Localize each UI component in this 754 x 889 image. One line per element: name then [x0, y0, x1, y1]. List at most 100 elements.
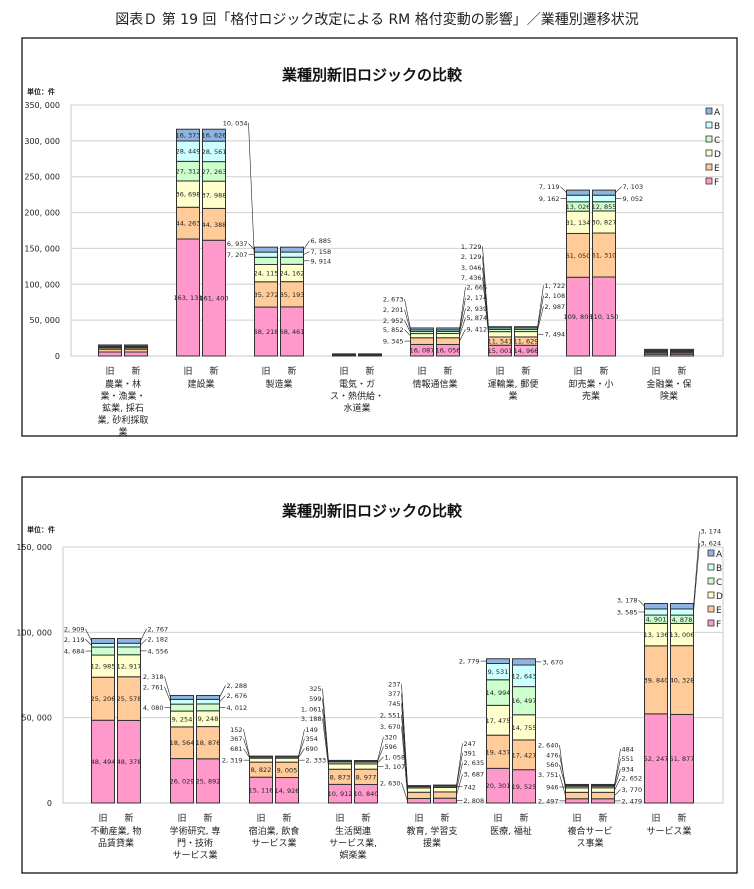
data-label-E: 8, 977: [356, 773, 377, 781]
bar-segment-D: [436, 333, 460, 339]
bar-segment-B: [566, 194, 590, 203]
data-label-B: 2, 108: [545, 292, 566, 300]
bar-segment-D: [328, 763, 352, 770]
leader-line: [401, 715, 408, 791]
category-label: 製造業: [265, 378, 292, 390]
leader-line: [248, 122, 255, 261]
page-title: 図表Ｄ 第 19 回「格付ロジック改定による RM 格付変動の影響」／業種別遷移…: [115, 11, 638, 28]
legend-swatch-E: [705, 163, 713, 171]
data-label-E: 44, 388: [202, 221, 227, 229]
data-label-C: 4, 080: [143, 704, 164, 712]
category-label: 険業: [660, 390, 678, 402]
bar-segment-D: [249, 757, 273, 763]
category-label: 門・技術: [177, 837, 213, 849]
category-label: 不動産業, 物: [91, 825, 142, 837]
leader-line: [456, 743, 463, 786]
data-label-C: 9, 914: [311, 257, 332, 265]
data-label-E: 35, 193: [280, 291, 305, 299]
bar-segment-A: [280, 246, 304, 253]
bar-segment-B: [196, 698, 220, 705]
bar-segment-D: [591, 787, 615, 793]
data-label-F: 14, 926: [275, 787, 300, 795]
data-label-E: 40, 328: [670, 677, 695, 685]
data-label-D: 30, 827: [592, 218, 617, 226]
data-label-E: 39, 840: [644, 676, 669, 684]
data-label-D: 3, 188: [301, 715, 322, 723]
leader-line: [693, 531, 700, 607]
bar-segment-A: [565, 783, 589, 786]
new-logic-label: 新: [677, 365, 686, 377]
leader-line: [164, 676, 171, 698]
leader-line: [404, 309, 411, 331]
leader-line: [693, 542, 700, 613]
data-label-F: 109, 806: [564, 313, 593, 321]
data-label-A: 6, 937: [227, 240, 248, 248]
bar-segment-D: [488, 331, 512, 338]
bar-segment-B: [670, 608, 694, 616]
y-tick-label: 50, 000: [29, 316, 60, 325]
data-label-C: 4, 684: [64, 648, 85, 656]
leader-line: [404, 329, 411, 336]
new-logic-label: 新: [440, 812, 449, 824]
category-label: 品賃貸業: [98, 837, 134, 849]
category-label: ス・熱供給・: [330, 390, 384, 402]
data-label-C: 27, 263: [202, 168, 227, 176]
bar-segment-F: [565, 798, 589, 804]
data-label-E: 61, 310: [592, 252, 617, 260]
new-logic-label: 新: [443, 365, 452, 377]
legend-swatch-B: [707, 563, 715, 571]
leader-line: [404, 298, 411, 329]
data-label-A: 7, 103: [623, 183, 644, 191]
bar-segment-C: [196, 703, 220, 712]
leader-line: [614, 789, 621, 796]
data-label-E: 3, 770: [622, 786, 643, 794]
data-label-C: 2, 987: [545, 303, 566, 311]
chart-frame: [21, 37, 738, 437]
leader-line: [614, 748, 621, 785]
legend-label-B: B: [716, 564, 722, 574]
bar-segment-A: [644, 603, 668, 610]
data-label-E: 25, 578: [117, 695, 142, 703]
category-label: 生活関連: [335, 825, 371, 837]
data-label-F: 2, 497: [538, 797, 559, 805]
legend-label-A: A: [716, 550, 723, 560]
leader-line: [401, 683, 408, 786]
data-label-B: 2, 676: [227, 692, 248, 700]
bar-segment-A: [249, 755, 273, 758]
old-logic-label: 旧: [651, 366, 660, 377]
leader-line: [459, 297, 466, 331]
data-label-D: 9, 254: [172, 715, 193, 723]
legend-label-C: C: [714, 136, 720, 146]
data-label-E: 11, 629: [514, 338, 539, 346]
data-label-F: 16, 087: [410, 347, 435, 355]
data-label-D: 5, 874: [467, 314, 488, 322]
data-label-A: 2, 318: [143, 673, 164, 681]
category-label: 運輸業, 郵便: [488, 378, 539, 390]
bar-segment-B: [254, 251, 278, 258]
leader-line: [377, 736, 384, 761]
data-label-F: 68, 461: [280, 328, 305, 336]
legend-label-F: F: [716, 620, 721, 630]
legend-swatch-D: [707, 591, 715, 599]
data-label-F: 10, 840: [354, 790, 379, 798]
leader-line: [248, 243, 255, 250]
leader-line: [537, 285, 544, 328]
bar-segment-A: [117, 638, 141, 644]
category-label: 業: [508, 390, 517, 402]
unit-label: 単位：件: [27, 525, 55, 534]
data-label-D: 17, 475: [486, 717, 511, 725]
data-label-F: 14, 966: [514, 347, 539, 355]
data-label-D: 2, 551: [380, 712, 401, 720]
bar-segment-D: [433, 786, 457, 793]
new-logic-label: 新: [519, 812, 528, 824]
data-label-C: 4, 556: [148, 647, 169, 655]
data-label-B: 28, 449: [176, 148, 201, 156]
bar-segment-A: [591, 783, 615, 786]
leader-line: [298, 729, 305, 757]
y-tick-label: 300, 000: [24, 137, 60, 146]
data-label-D: 31, 134: [566, 219, 591, 227]
category-label: 農業・林: [105, 378, 141, 390]
bar-segment-D: [514, 331, 538, 338]
new-logic-label: 新: [131, 365, 140, 377]
bar-segment-A: [196, 694, 220, 700]
